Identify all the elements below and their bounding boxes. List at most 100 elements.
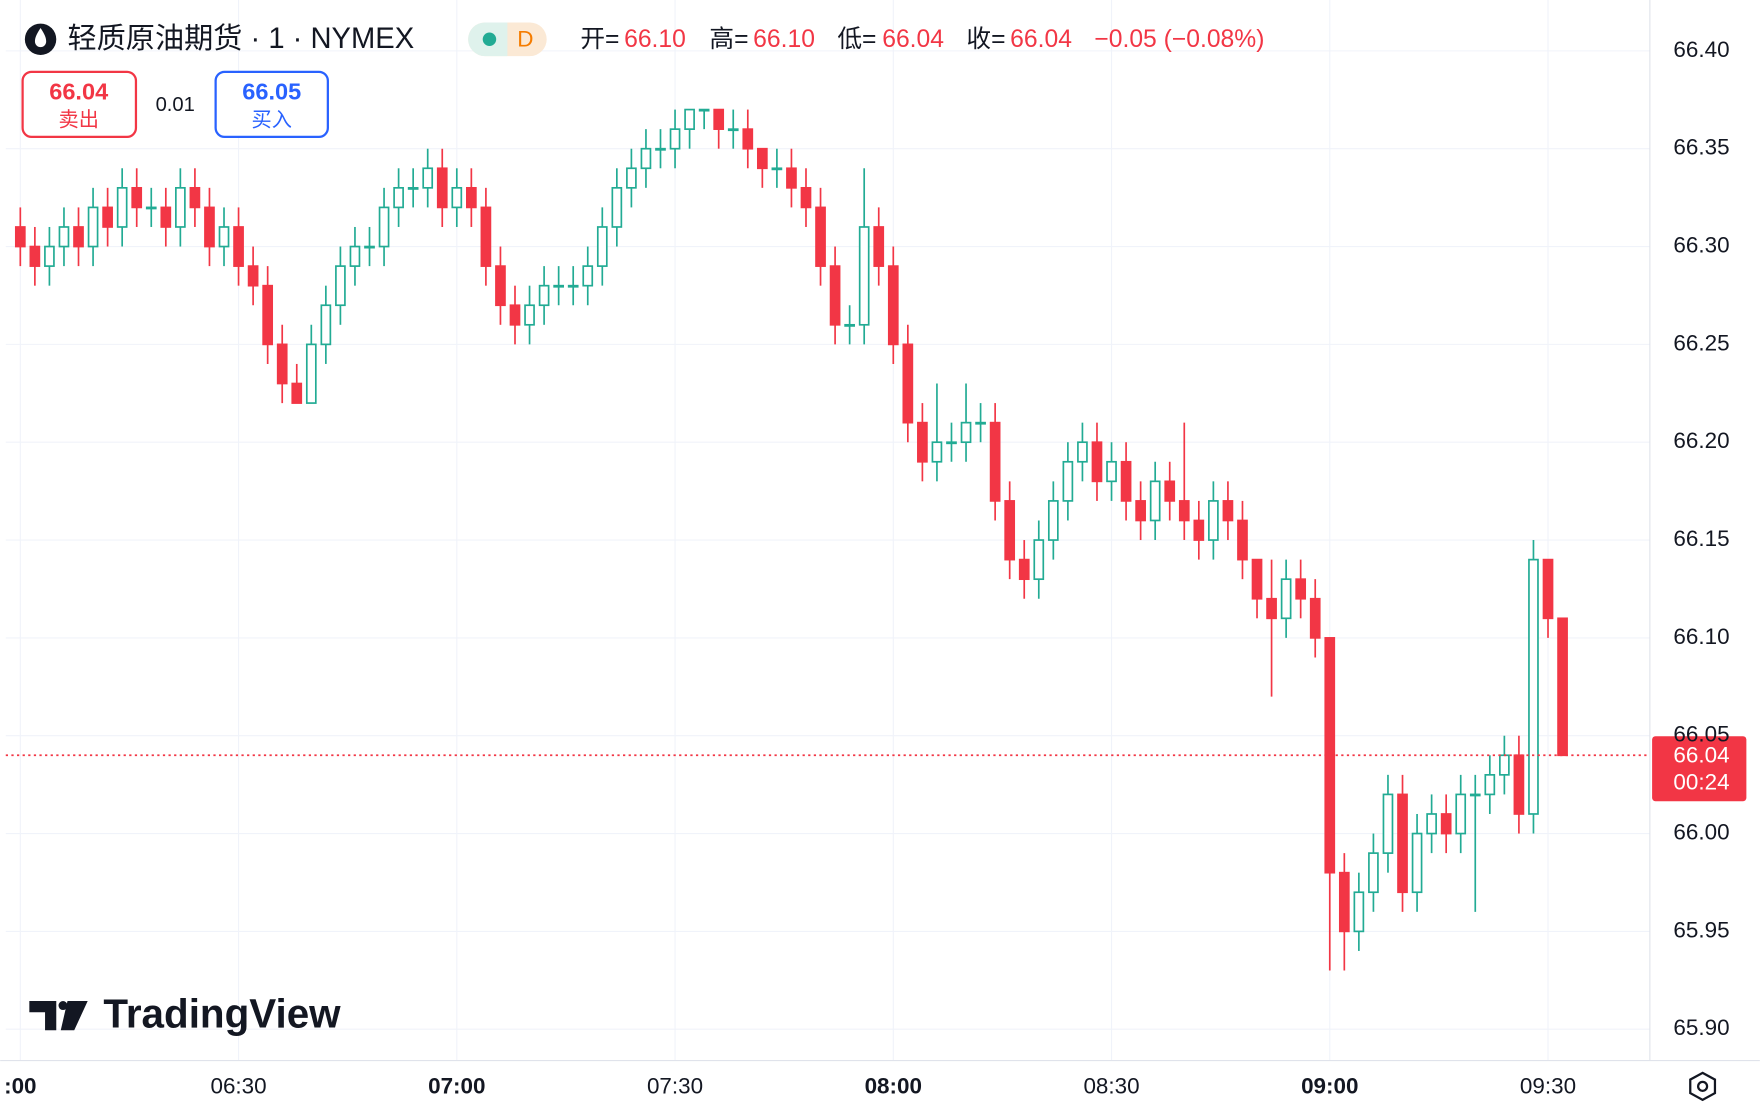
- candle-body: [1106, 460, 1117, 483]
- settings-icon[interactable]: [1689, 1071, 1717, 1102]
- candle-body: [626, 167, 637, 189]
- candle-body: [335, 265, 346, 307]
- candle-body: [1077, 441, 1088, 463]
- legend-label: 高=: [709, 25, 748, 53]
- candle: [1222, 481, 1234, 541]
- sell-button[interactable]: [21, 70, 138, 139]
- candle: [262, 266, 274, 364]
- candle: [393, 168, 404, 227]
- candle-body: [131, 186, 143, 209]
- watermark-logo: [58, 1001, 68, 1011]
- candle-body: [1251, 558, 1263, 600]
- candle-body: [349, 245, 361, 267]
- candle: [1368, 833, 1379, 912]
- candle: [626, 148, 637, 208]
- candle-body: [786, 167, 797, 189]
- candle-body: [1455, 793, 1467, 835]
- legend-label: 收=: [966, 25, 1005, 53]
- candle-body: [596, 226, 608, 267]
- candle-body: [815, 206, 826, 267]
- candle: [422, 148, 434, 208]
- candle: [1338, 853, 1350, 971]
- candle: [29, 226, 41, 286]
- buy-price[interactable]: 66.05: [242, 78, 301, 104]
- candle: [436, 148, 448, 227]
- candle-body: [1469, 793, 1481, 797]
- candle: [131, 168, 143, 227]
- candle: [58, 207, 70, 267]
- candle-body: [451, 186, 463, 209]
- candle: [640, 129, 652, 188]
- candle-body: [684, 108, 695, 130]
- candle-body: [1062, 460, 1074, 502]
- sell-price[interactable]: 66.04: [49, 78, 108, 104]
- candle: [771, 148, 783, 188]
- candle: [509, 285, 521, 345]
- x-tick-label: 09:00: [1301, 1073, 1358, 1098]
- candle-body: [771, 167, 783, 171]
- candle-body: [887, 265, 899, 346]
- candle-body: [756, 147, 768, 170]
- legend-value: 66.10: [753, 26, 815, 53]
- candle: [684, 108, 695, 149]
- buy-button[interactable]: [214, 70, 329, 139]
- candle: [829, 246, 841, 345]
- x-tick-label: :00: [4, 1073, 36, 1098]
- candle: [931, 383, 943, 482]
- candle-body: [902, 343, 914, 424]
- candle: [1280, 559, 1292, 638]
- candle: [655, 129, 666, 169]
- candle-body: [393, 186, 404, 209]
- candle-body: [1513, 754, 1525, 815]
- y-tick-label: 66.00: [1673, 819, 1729, 844]
- last-price-label: 66.04: [1673, 742, 1729, 767]
- candle: [727, 109, 739, 149]
- candle-body: [466, 186, 477, 209]
- candle: [495, 246, 506, 325]
- candle-body: [917, 421, 928, 463]
- candle-body: [1426, 813, 1437, 835]
- y-tick-label: 66.10: [1673, 624, 1729, 649]
- candle-body: [844, 323, 855, 327]
- candle-body: [145, 206, 157, 210]
- candle-body: [1382, 793, 1394, 854]
- candle: [73, 207, 84, 267]
- candle: [1135, 481, 1146, 541]
- candle-body: [611, 186, 623, 228]
- candle-body: [160, 206, 172, 228]
- candle-body: [1309, 597, 1321, 639]
- candle-body: [364, 245, 375, 249]
- x-tick-label: 07:30: [647, 1073, 703, 1098]
- candle-body: [436, 167, 448, 209]
- candle: [567, 266, 579, 306]
- candle: [1353, 872, 1365, 951]
- candle: [145, 187, 157, 227]
- y-tick-label: 65.90: [1673, 1015, 1729, 1040]
- candle: [364, 226, 375, 267]
- candle-body: [1411, 832, 1423, 894]
- candle: [800, 168, 812, 227]
- candle-body: [975, 421, 986, 425]
- candle-body: [189, 186, 201, 209]
- candle-body: [102, 206, 113, 228]
- buy-label[interactable]: 买入: [252, 110, 292, 132]
- candle: [1411, 813, 1423, 912]
- candle-body: [422, 167, 434, 189]
- x-tick-label: 08:00: [865, 1073, 922, 1098]
- candle: [1528, 540, 1539, 834]
- sell-label[interactable]: 卖出: [59, 109, 99, 132]
- candle-body: [1193, 519, 1205, 541]
- candle: [960, 383, 972, 462]
- candle: [451, 168, 463, 227]
- candle: [44, 226, 55, 286]
- candle: [902, 324, 914, 443]
- candle: [204, 187, 215, 267]
- candle: [1382, 774, 1394, 873]
- candle-body: [378, 206, 390, 248]
- candle: [815, 187, 826, 286]
- candle-body: [640, 147, 652, 170]
- settings-icon[interactable]: [1696, 1080, 1709, 1092]
- candle-body: [800, 186, 812, 209]
- candle-body: [553, 284, 565, 288]
- candle: [1120, 442, 1132, 521]
